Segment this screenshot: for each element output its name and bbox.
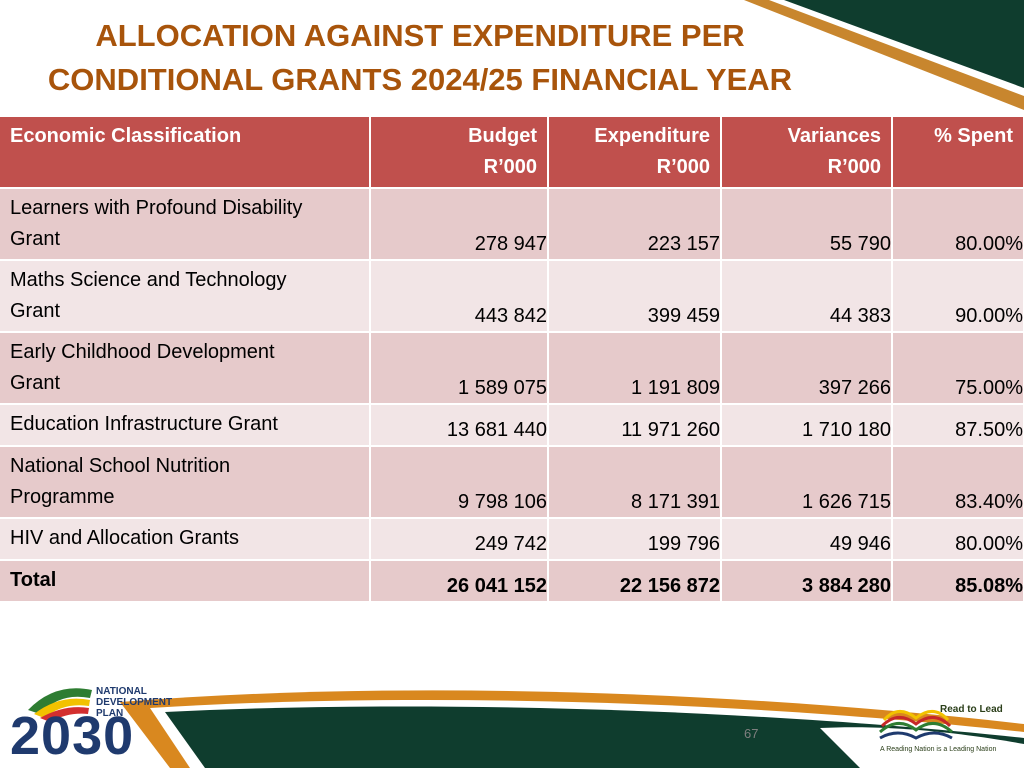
cell-budget: 249 742 — [370, 518, 549, 561]
header-percent-spent: % Spent — [892, 117, 1024, 189]
book-icon — [879, 710, 953, 740]
cell-expenditure: 1 191 809 — [548, 332, 722, 405]
cell-expenditure: 199 796 — [548, 518, 722, 561]
cell-expenditure: 223 157 — [548, 188, 722, 261]
corner-decoration — [744, 0, 1024, 110]
grants-table: Economic Classification Budget R’000 Expe… — [0, 117, 1024, 603]
read-to-lead-title: Read to Lead — [940, 704, 1003, 715]
row-label: HIV and Allocation Grants — [0, 518, 371, 561]
total-spent: 85.08% — [892, 560, 1024, 603]
cell-variance: 55 790 — [721, 188, 893, 261]
ndp-wordmark: NATIONAL DEVELOPMENT PLAN — [96, 686, 173, 719]
footer-band — [120, 690, 1024, 768]
row-label: Learners with Profound Disability Grant — [0, 188, 371, 261]
cell-budget: 278 947 — [370, 188, 549, 261]
cell-budget: 9 798 106 — [370, 446, 549, 519]
cell-budget: 1 589 075 — [370, 332, 549, 405]
cell-spent: 75.00% — [892, 332, 1024, 405]
table-row: National School Nutrition Programme 9 798… — [0, 446, 1024, 519]
cell-variance: 49 946 — [721, 518, 893, 561]
cell-spent: 90.00% — [892, 260, 1024, 333]
cell-spent: 87.50% — [892, 404, 1024, 447]
row-label: National School Nutrition Programme — [0, 446, 371, 519]
header-expenditure: Expenditure R’000 — [548, 117, 722, 189]
page-title: ALLOCATION AGAINST EXPENDITURE PER CONDIT… — [47, 18, 793, 97]
cell-expenditure: 8 171 391 — [548, 446, 722, 519]
ndp-flag-icon — [28, 688, 92, 722]
total-variance: 3 884 280 — [721, 560, 893, 603]
ndp-year: 2030 — [10, 706, 135, 766]
cell-expenditure: 11 971 260 — [548, 404, 722, 447]
cell-budget: 443 842 — [370, 260, 549, 333]
cell-spent: 83.40% — [892, 446, 1024, 519]
table-row: Early Childhood Development Grant 1 589 0… — [0, 332, 1024, 405]
table-row: Learners with Profound Disability Grant 2… — [0, 188, 1024, 261]
row-label: Maths Science and Technology Grant — [0, 260, 371, 333]
table-row: HIV and Allocation Grants 249 742 199 79… — [0, 518, 1024, 561]
header-variances: Variances R’000 — [721, 117, 893, 189]
total-label: Total — [0, 560, 371, 603]
row-label: Education Infrastructure Grant — [0, 404, 371, 447]
total-row: Total 26 041 152 22 156 872 3 884 280 85… — [0, 560, 1024, 603]
page-number: 67 — [744, 726, 759, 741]
cell-variance: 44 383 — [721, 260, 893, 333]
table-header-row: Economic Classification Budget R’000 Expe… — [0, 117, 1024, 189]
header-economic-classification: Economic Classification — [0, 117, 371, 189]
read-to-lead-tagline: A Reading Nation is a Leading Nation — [880, 746, 997, 753]
cell-variance: 1 710 180 — [721, 404, 893, 447]
total-expenditure: 22 156 872 — [548, 560, 722, 603]
cell-spent: 80.00% — [892, 188, 1024, 261]
cell-variance: 1 626 715 — [721, 446, 893, 519]
total-budget: 26 041 152 — [370, 560, 549, 603]
cell-expenditure: 399 459 — [548, 260, 722, 333]
cell-spent: 80.00% — [892, 518, 1024, 561]
table-row: Education Infrastructure Grant 13 681 44… — [0, 404, 1024, 447]
header-budget: Budget R’000 — [370, 117, 549, 189]
row-label: Early Childhood Development Grant — [0, 332, 371, 405]
cell-budget: 13 681 440 — [370, 404, 549, 447]
cell-variance: 397 266 — [721, 332, 893, 405]
table-row: Maths Science and Technology Grant 443 84… — [0, 260, 1024, 333]
